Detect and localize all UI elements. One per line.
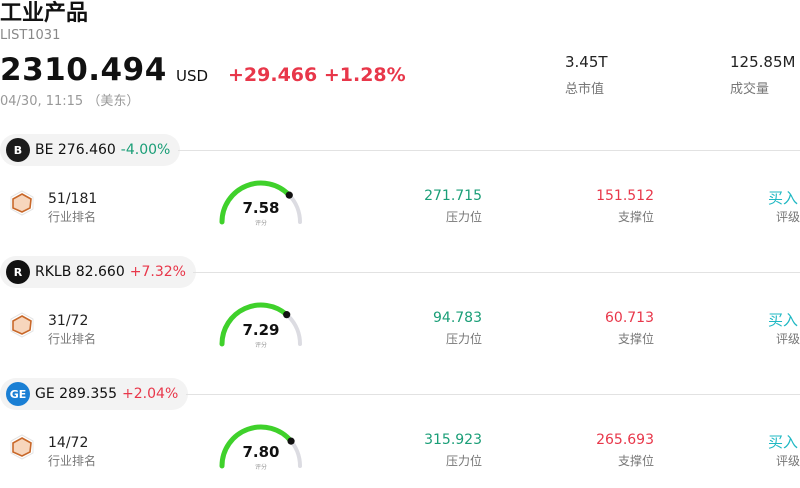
stock-pill[interactable]: B BE 276.460 -4.00% (0, 134, 181, 166)
resistance-value: 271.715 (424, 188, 482, 204)
bloom-energy-logo-icon: B (6, 138, 30, 162)
row-divider (178, 150, 800, 151)
market-cap-value: 3.45T (565, 53, 608, 71)
score-label: 评分 (254, 464, 267, 471)
rank-hexagon-icon (10, 190, 34, 216)
score-value: 7.58 (242, 199, 280, 217)
score-gauge (219, 424, 302, 469)
rating-label: 评级 (776, 210, 800, 224)
gauge-fill (219, 302, 290, 347)
rank-hexagon-icon (10, 312, 34, 338)
resistance-label: 压力位 (446, 332, 483, 346)
industry-rank-value: 14/72 (48, 435, 89, 451)
index-price: 2310.494 (0, 52, 167, 88)
gauge-indicator (285, 191, 293, 199)
stock-change: +7.32% (129, 264, 186, 280)
industry-rank-label: 行业排名 (48, 454, 97, 468)
support-label: 支撑位 (618, 454, 655, 468)
industry-rank-label: 行业排名 (48, 210, 97, 224)
rating-value[interactable]: 买入 (768, 433, 799, 451)
stock-row-header[interactable]: R RKLB 82.660 +7.32% (0, 256, 800, 288)
page-title: 工业产品 (0, 1, 89, 26)
row-divider (186, 394, 800, 395)
rating-label: 评级 (776, 454, 800, 468)
index-change: +29.466 +1.28% (228, 64, 406, 86)
resistance-label: 压力位 (446, 210, 483, 224)
support-value: 60.713 (605, 310, 654, 326)
industry-rank-value: 31/72 (48, 313, 89, 329)
volume-value: 125.85M (730, 53, 796, 71)
stock-pill[interactable]: GE GE 289.355 +2.04% (0, 378, 189, 410)
stock-row-header[interactable]: GE GE 289.355 +2.04% (0, 378, 800, 410)
gauge-indicator (283, 311, 291, 319)
list-code: LIST1031 (0, 28, 61, 43)
resistance-value: 315.923 (424, 432, 482, 448)
rank-hexagon-icon (10, 434, 34, 460)
stock-ticker-price: GE 289.355 (35, 386, 118, 402)
gauge-indicator (287, 437, 295, 445)
volume-label: 成交量 (730, 82, 770, 97)
gauge-fill (219, 180, 292, 225)
support-label: 支撑位 (618, 332, 655, 346)
timestamp: 04/30, 11:15 （美东） (0, 94, 140, 109)
industry-rank-value: 51/181 (48, 191, 98, 207)
score-value: 7.29 (242, 321, 280, 339)
ge-logo-icon: GE (6, 382, 30, 406)
score-gauge (219, 302, 302, 347)
market-cap-label: 总市值 (565, 82, 605, 97)
stock-row-header[interactable]: B BE 276.460 -4.00% (0, 134, 800, 166)
support-label: 支撑位 (618, 210, 655, 224)
score-label: 评分 (254, 220, 267, 227)
rating-label: 评级 (776, 332, 800, 346)
resistance-label: 压力位 (446, 454, 483, 468)
stock-pill[interactable]: R RKLB 82.660 +7.32% (0, 256, 196, 288)
gauge-fill (219, 424, 294, 469)
currency-label: USD (176, 67, 209, 85)
industry-rank-label: 行业排名 (48, 332, 97, 346)
resistance-value: 94.783 (433, 310, 482, 326)
support-value: 151.512 (596, 188, 654, 204)
stock-ticker-price: BE 276.460 (35, 142, 116, 158)
score-label: 评分 (254, 342, 267, 349)
rating-value[interactable]: 买入 (768, 311, 799, 329)
score-gauge (219, 180, 302, 225)
support-value: 265.693 (596, 432, 654, 448)
stock-ticker-price: RKLB 82.660 (35, 264, 125, 280)
stock-change: -4.00% (120, 142, 171, 158)
stock-change: +2.04% (122, 386, 179, 402)
score-value: 7.80 (242, 443, 280, 461)
rocket-lab-logo-icon: R (6, 260, 30, 284)
rating-value[interactable]: 买入 (768, 189, 799, 207)
row-divider (193, 272, 800, 273)
